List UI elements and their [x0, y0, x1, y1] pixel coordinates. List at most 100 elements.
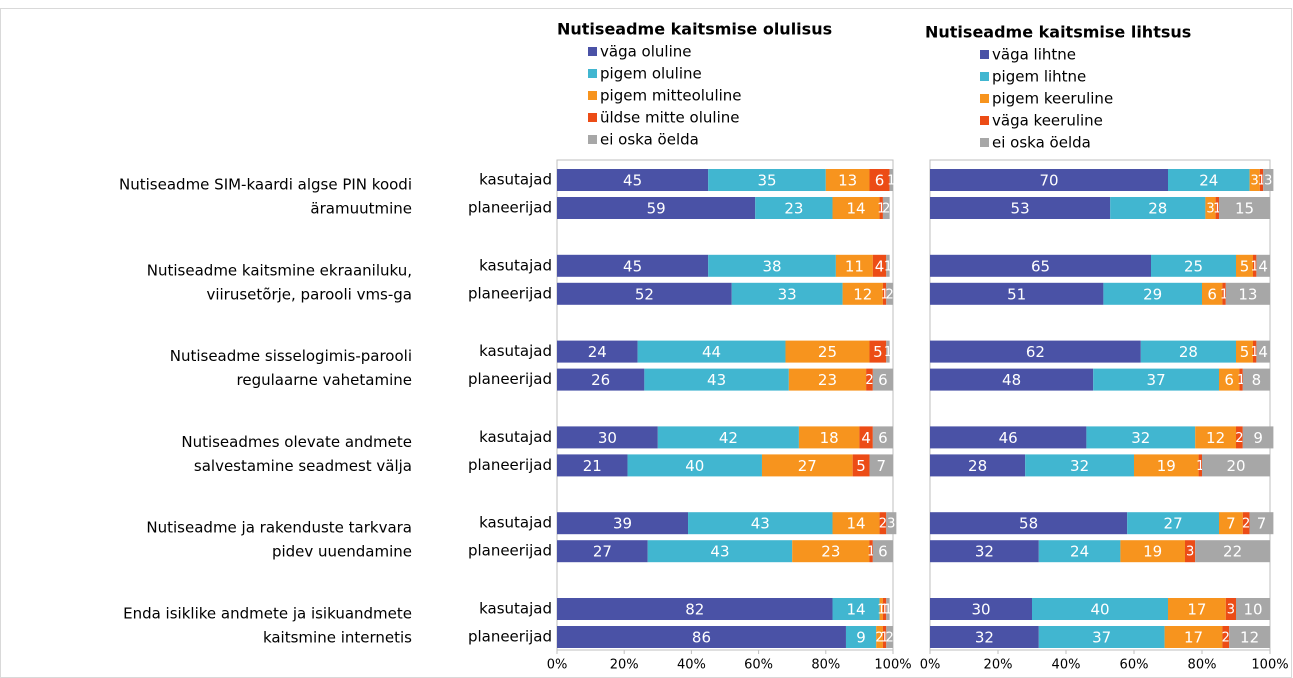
bar-segment [688, 512, 833, 535]
bar-segment [627, 454, 762, 477]
data-label: 26 [591, 371, 610, 389]
data-label: 45 [623, 257, 642, 275]
bar-segment [1038, 540, 1121, 563]
chart-title: Nutiseadme kaitsmise olulisus [557, 20, 832, 39]
bar-segment [1127, 512, 1219, 535]
data-label: 1 [887, 174, 895, 189]
bar-segment [859, 426, 873, 449]
data-label: 1 [880, 631, 888, 646]
data-label: 65 [1031, 257, 1050, 275]
bar-segment [930, 169, 1168, 191]
legend-swatch [588, 69, 597, 78]
data-label: 4 [1258, 343, 1268, 361]
bar-segment [761, 454, 853, 477]
bar-segment [1038, 626, 1165, 648]
bar-segment [1198, 454, 1202, 477]
data-label: 48 [1002, 371, 1021, 389]
data-label: 2 [882, 202, 890, 217]
data-label: 1 [1213, 202, 1221, 217]
bar-segment [1219, 512, 1243, 535]
data-label: 43 [710, 543, 729, 561]
group-label: viirusetõrje, parooli vms-ga [206, 285, 412, 303]
data-label: 43 [707, 371, 726, 389]
bar-segment [557, 169, 709, 191]
data-label: 3 [1206, 202, 1214, 217]
bar-segment [557, 626, 846, 648]
bar-segment [557, 426, 658, 449]
bar-segment [886, 626, 893, 648]
data-label: 1 [867, 545, 875, 560]
group-label: kaitsmine internetis [263, 629, 412, 647]
bar-segment [644, 368, 789, 391]
bar-segment [1242, 368, 1270, 391]
group-label: äramuutmine [310, 200, 412, 218]
data-label: 1 [1196, 459, 1204, 474]
bar-segment [869, 454, 893, 477]
data-label: 40 [685, 457, 704, 475]
data-label: 20 [1226, 457, 1245, 475]
row-label: kasutajad [479, 514, 552, 532]
bar-segment [1025, 454, 1134, 477]
legend-swatch [980, 116, 989, 125]
x-tick-label: 40% [1052, 658, 1081, 673]
data-label: 6 [878, 371, 888, 389]
bar-segment [1249, 512, 1274, 535]
bar-segment [657, 426, 799, 449]
bar-segment [882, 282, 887, 305]
data-label: 62 [1026, 343, 1045, 361]
bar-segment [872, 368, 893, 391]
data-label: 53 [1011, 200, 1030, 218]
bar-segment [1225, 598, 1236, 620]
data-label: 2 [879, 517, 887, 532]
bar-segment [798, 426, 860, 449]
data-label: 12 [1206, 429, 1225, 447]
data-label: 25 [1184, 257, 1203, 275]
group-label: Enda isiklike andmete ja isikuandmete [123, 605, 412, 623]
data-label: 24 [1199, 172, 1218, 190]
bar-segment [637, 340, 786, 363]
data-label: 38 [762, 257, 781, 275]
data-label: 1 [1251, 345, 1259, 360]
legend-label: ei oska öelda [600, 131, 699, 149]
bar-segment [882, 197, 890, 219]
bar-segment [930, 197, 1111, 219]
row-label: kasutajad [479, 256, 552, 274]
data-label: 1 [877, 202, 885, 217]
bar-segment [1215, 197, 1219, 219]
bar-segment [1259, 169, 1264, 191]
bar-segment [832, 512, 880, 535]
bar-segment [1219, 368, 1240, 391]
bar-segment [872, 254, 887, 277]
data-label: 6 [875, 172, 885, 190]
bar-segment [557, 197, 756, 219]
data-label: 4 [875, 257, 885, 275]
bar-segment [872, 540, 893, 563]
row-label: planeerijad [468, 456, 552, 474]
bar-segment [1253, 254, 1257, 277]
bar-segment [886, 340, 890, 363]
bar-segment [708, 254, 836, 277]
data-label: 24 [1070, 543, 1089, 561]
bar-segment [1236, 254, 1253, 277]
bar-segment [879, 197, 883, 219]
legend-swatch [588, 47, 597, 56]
data-label: 33 [778, 285, 797, 303]
bar-segment [557, 340, 638, 363]
legend-label: pigem keeruline [992, 90, 1113, 108]
data-label: 8 [1252, 371, 1262, 389]
row-label: kasutajad [479, 428, 552, 446]
data-label: 39 [613, 515, 632, 533]
row-label: planeerijad [468, 284, 552, 302]
x-tick-label: 20% [610, 658, 639, 673]
data-label: 42 [719, 429, 738, 447]
bar-segment [1236, 426, 1243, 449]
bar-segment [930, 426, 1087, 449]
bar-segment [1168, 598, 1226, 620]
data-label: 1 [880, 603, 888, 618]
bar-segment [557, 282, 732, 305]
data-label: 2 [875, 631, 883, 646]
data-label: 7 [876, 457, 886, 475]
bar-segment [930, 254, 1151, 277]
bar-segment [792, 540, 870, 563]
data-label: 4 [861, 429, 871, 447]
